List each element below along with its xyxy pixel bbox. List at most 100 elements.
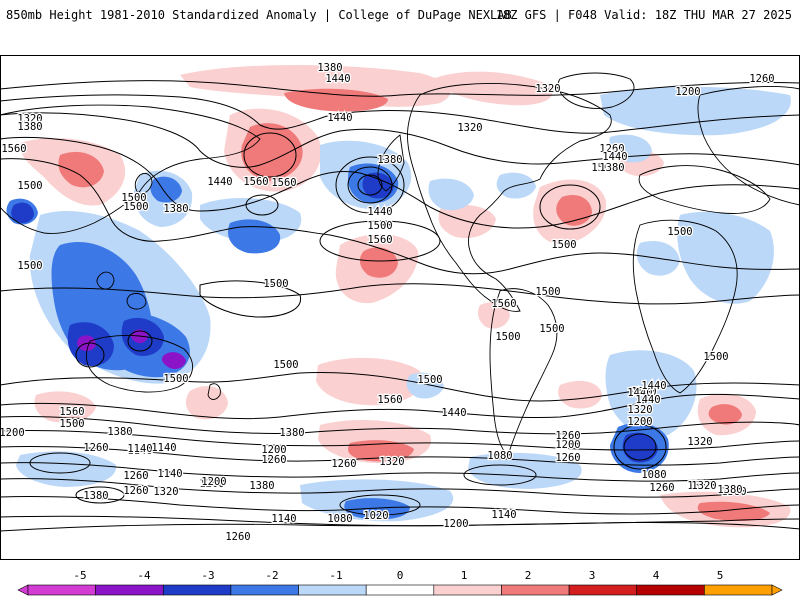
- contour-label: 1260: [555, 430, 580, 442]
- contour-label: 1500: [631, 386, 656, 398]
- contour-label: 1500: [551, 239, 576, 251]
- colorbar-tick-label: -3: [201, 569, 214, 582]
- colorbar-tick-label: 4: [653, 569, 660, 582]
- contour-label: 1320: [691, 480, 716, 492]
- contour-label: 1200: [201, 476, 226, 488]
- colorbar-tick-label: -4: [137, 569, 151, 582]
- contour-label: 1080: [641, 469, 666, 481]
- contour-label: 1500: [367, 220, 392, 232]
- colorbar-segment: [230, 584, 299, 596]
- contour-label: 1500: [591, 162, 616, 174]
- contour-label: 1260: [555, 452, 580, 464]
- contour-label: 1560: [271, 177, 296, 189]
- colorbar-tick-label: 1: [461, 569, 468, 582]
- contour-label: 1380: [83, 490, 108, 502]
- contour-label: 1260: [649, 482, 674, 494]
- map-header: 850mb Height 1981-2010 Standardized Anom…: [0, 0, 800, 30]
- contour-label: 1380: [721, 486, 746, 498]
- contour-label: 1320: [687, 480, 712, 492]
- contour-label: 1560: [1, 143, 26, 155]
- run-info: 18Z GFS | F048 Valid: 18Z THU MAR 27 202…: [495, 8, 792, 22]
- colorbar-tick-label: 2: [525, 569, 532, 582]
- contour-label: 1200: [199, 478, 224, 490]
- contour-label: 1440: [602, 151, 627, 163]
- contour-label: 1500: [17, 260, 42, 272]
- contour-label: 1560: [243, 176, 268, 188]
- map-canvas: 1380144013201260120013201380144015601320…: [0, 55, 800, 560]
- contour-label: 1140: [127, 443, 152, 455]
- contour-label: 1500: [263, 278, 288, 290]
- contour-label: 1200: [443, 518, 468, 530]
- colorbar-segment: [27, 584, 96, 596]
- contour-label: 1080: [261, 454, 286, 466]
- anomaly-colorbar: -5 -4 -3 -2 -1 0 1 2 3 4 5: [0, 565, 800, 600]
- colorbar-tick-label: 3: [589, 569, 596, 582]
- map-title: 850mb Height 1981-2010 Standardized Anom…: [6, 8, 512, 22]
- colorbar-segment: [95, 584, 164, 596]
- colorbar-segment: [568, 584, 638, 596]
- contour-label: 1440: [207, 176, 232, 188]
- colorbar-tick-label: 5: [717, 569, 724, 582]
- contour-label: 1260: [83, 442, 108, 454]
- contour-label: 1440: [635, 394, 660, 406]
- colorbar-left-arrow: [17, 584, 29, 596]
- contour-label: 1200: [627, 416, 652, 428]
- contour-label: 1260: [123, 470, 148, 482]
- contour-label: 1260: [123, 485, 148, 497]
- contour-label: 1380: [717, 484, 742, 496]
- colorbar-tick-label: -1: [329, 569, 342, 582]
- contour-label: 1260: [225, 531, 250, 543]
- contour-label: 1320: [687, 436, 712, 448]
- contour-label: 1320: [17, 113, 42, 125]
- contour-label: 1500: [17, 180, 42, 192]
- colorbar-segment: [298, 584, 367, 596]
- contour-label: 1380: [317, 62, 342, 74]
- contour-label: 1440: [641, 380, 666, 392]
- contour-label: 1200: [0, 427, 25, 439]
- contour-label: 1380: [377, 154, 402, 166]
- contour-label: 1500: [59, 418, 84, 430]
- contour-label: 1200: [675, 86, 700, 98]
- anomaly-map: 1380 1440 1320 1260 1200 1320 1380 1440 1560 1320…: [0, 55, 800, 560]
- colorbar-tick-label: -2: [265, 569, 278, 582]
- height-contours: [0, 80, 800, 527]
- colorbar-tick-label: 0: [397, 569, 404, 582]
- contour-label: 1020: [363, 510, 388, 522]
- contour-label: 1500: [123, 201, 148, 213]
- contour-label: 1560: [367, 234, 392, 246]
- contour-label: 1440: [325, 73, 350, 85]
- contour-label: 1080: [487, 450, 512, 462]
- contour-label: 1440: [327, 112, 352, 124]
- contour-label: 1380: [107, 426, 132, 438]
- colorbar-right-arrow: [771, 584, 783, 596]
- contour-label: 1320: [627, 404, 652, 416]
- contour-label: 1260: [749, 73, 774, 85]
- contour-label: 1500: [417, 374, 442, 386]
- contour-label: 1440: [627, 387, 652, 399]
- colorbar-segment: [433, 584, 502, 596]
- contour-label: 1380: [17, 121, 42, 133]
- contour-label: 1380: [249, 480, 274, 492]
- contour-label: 1440: [367, 206, 392, 218]
- colorbar-segment: [162, 584, 232, 596]
- contour-label: 1500: [163, 373, 188, 385]
- contour-label: 1500: [539, 323, 564, 335]
- contour-label: 1500: [535, 286, 560, 298]
- contour-label: 1200: [261, 444, 286, 456]
- contour-label: 1380: [279, 427, 304, 439]
- colorbar-tick-label: -5: [73, 569, 86, 582]
- contour-label: 1200: [555, 439, 580, 451]
- contour-label: 1560: [59, 406, 84, 418]
- colorbar-segment: [636, 584, 705, 596]
- contour-label: 1140: [491, 509, 516, 521]
- contour-label: 1320: [457, 122, 482, 134]
- anomaly-shading: [6, 64, 791, 528]
- contour-label: 1500: [703, 351, 728, 363]
- contour-label: 1080: [327, 513, 352, 525]
- contour-label: 1260: [599, 143, 624, 155]
- contour-label: 1380: [599, 162, 624, 174]
- contour-label: 1560: [491, 298, 516, 310]
- colorbar-canvas: -5 -4 -3 -2 -1 0 1 2 3 4 5: [17, 569, 783, 596]
- contour-label: 1140: [127, 445, 152, 457]
- contour-label: 1440: [441, 407, 466, 419]
